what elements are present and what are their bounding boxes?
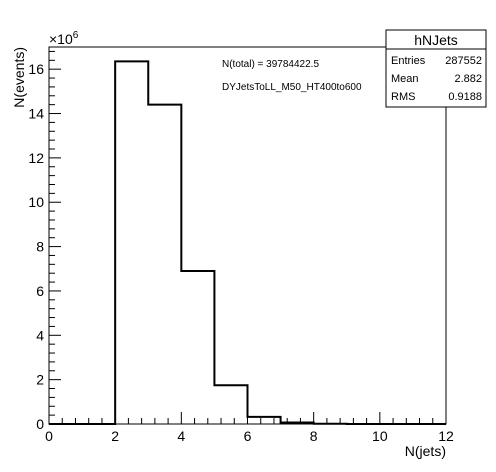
stats-rms-value: 0.9188 [448, 91, 482, 103]
x-tick-label: 2 [111, 428, 119, 444]
y-tick-label: 8 [36, 239, 44, 255]
y-tick-label: 16 [28, 61, 44, 77]
histogram-line [49, 61, 446, 424]
stats-entries-value: 287552 [445, 55, 482, 67]
x-tick-label: 12 [438, 428, 454, 444]
x-tick-label: 0 [45, 428, 53, 444]
y-axis-title: N(events) [11, 47, 27, 108]
axis-tick-labels: 0 2 4 6 8 10 12 0 2 4 6 8 10 12 14 16 [28, 61, 454, 444]
y-tick-label: 2 [36, 372, 44, 388]
y-tick-label: 4 [36, 327, 44, 343]
stats-entries-label: Entries [391, 55, 426, 67]
x-axis-title: N(jets) [405, 443, 446, 459]
y-multiplier: ×106 [49, 30, 79, 47]
y-tick-label: 6 [36, 283, 44, 299]
x-tick-label: 8 [310, 428, 318, 444]
annotation-total: N(total) = 39784422.5 [222, 59, 319, 70]
stats-box: hNJets Entries 287552 Mean 2.882 RMS 0.9… [386, 30, 486, 107]
y-multiplier-exponent: 6 [73, 30, 79, 41]
y-tick-label: 0 [36, 416, 44, 432]
y-tick-label: 12 [28, 150, 44, 166]
stats-box-title: hNJets [414, 32, 458, 48]
y-multiplier-base: ×10 [49, 31, 73, 47]
stats-mean-value: 2.882 [454, 73, 482, 85]
annotation-sample: DYJetsToLL_M50_HT400to600 [222, 82, 362, 93]
stats-rms-label: RMS [391, 91, 415, 103]
stats-mean-label: Mean [391, 73, 419, 85]
y-tick-label: 14 [28, 106, 44, 122]
y-tick-label: 10 [28, 194, 44, 210]
x-tick-label: 6 [244, 428, 252, 444]
x-tick-label: 10 [372, 428, 388, 444]
x-tick-label: 4 [177, 428, 185, 444]
